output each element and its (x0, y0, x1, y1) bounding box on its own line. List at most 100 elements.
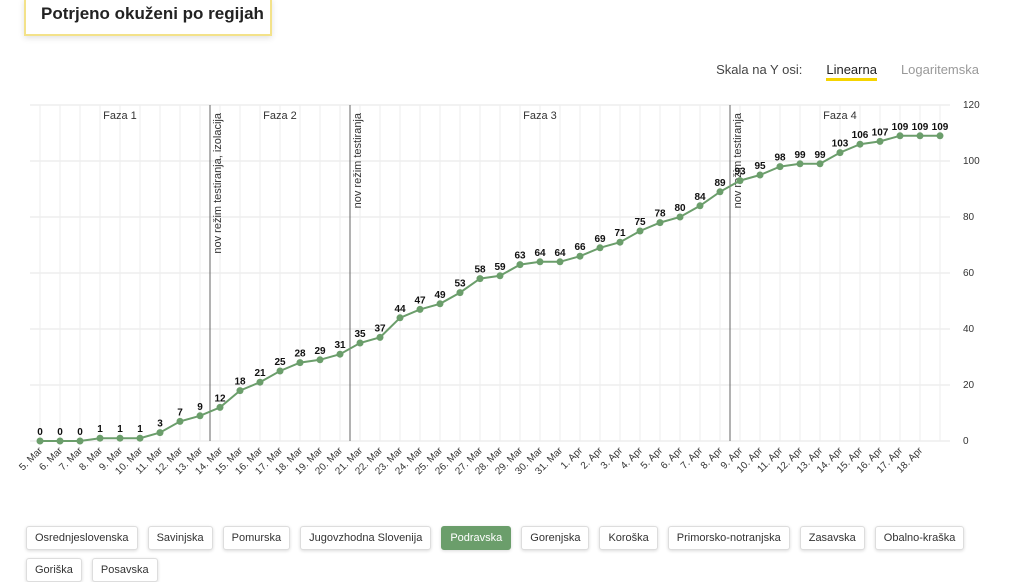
data-label: 28 (294, 349, 306, 360)
data-label: 0 (37, 427, 43, 438)
y-tick-label: 20 (963, 380, 975, 391)
data-label: 58 (474, 265, 486, 276)
line (40, 134, 940, 442)
phase-marker-label: nov režim testiranja (352, 112, 364, 208)
point (216, 403, 224, 411)
data-label: 69 (594, 234, 606, 245)
phase-marker-label: nov režim testiranja, izolacija (212, 112, 224, 253)
region-button[interactable]: Primorsko-notranjska (667, 526, 790, 550)
phase-label: Faza 2 (263, 110, 297, 122)
data-label: 95 (754, 161, 766, 172)
point (756, 171, 764, 179)
point (236, 387, 244, 395)
data-label: 93 (734, 167, 746, 178)
y-tick-label: 0 (963, 436, 969, 447)
point (776, 163, 784, 171)
data-label: 80 (674, 203, 686, 214)
data-label: 63 (514, 251, 526, 262)
data-label: 98 (774, 153, 786, 164)
scale-toggle: Skala na Y osi: Linearna Logaritemska (716, 62, 979, 81)
data-label: 0 (57, 427, 63, 438)
title: Potrjeno okuženi po regijah (41, 4, 264, 23)
phase-label: Faza 1 (103, 110, 137, 122)
point (656, 219, 664, 227)
point (836, 149, 844, 157)
y-tick-label: 120 (963, 100, 980, 111)
point (916, 132, 924, 140)
region-button[interactable]: Posavska (91, 558, 158, 582)
data-label: 31 (334, 340, 346, 351)
data-label: 1 (117, 424, 123, 435)
data-label: 64 (534, 248, 546, 259)
data-label: 106 (852, 130, 869, 141)
data-label: 1 (97, 424, 103, 435)
region-button[interactable]: Goriška (26, 558, 82, 582)
point (36, 437, 44, 445)
point (376, 333, 384, 341)
data-label: 49 (434, 290, 446, 301)
region-button[interactable]: Zasavska (799, 526, 865, 550)
data-label: 12 (214, 393, 226, 404)
scale-option[interactable]: Linearna (826, 62, 877, 81)
point (516, 261, 524, 269)
data-label: 109 (912, 122, 929, 133)
data-label: 109 (932, 122, 949, 133)
y-tick-label: 80 (963, 212, 975, 223)
region-button[interactable]: Pomurska (222, 526, 291, 550)
point (856, 140, 864, 148)
point (316, 356, 324, 364)
data-label: 44 (394, 304, 406, 315)
region-button[interactable]: Podravska (441, 526, 512, 550)
point (56, 437, 64, 445)
point (256, 378, 264, 386)
title-box: Potrjeno okuženi po regijah (24, 0, 272, 36)
data-label: 64 (554, 248, 566, 259)
point (196, 412, 204, 420)
region-buttons: Osrednjeslovenska Savinjska Pomurska Jugovz… (26, 526, 986, 582)
data-label: 0 (77, 427, 83, 438)
data-label: 53 (454, 279, 466, 290)
data-label: 37 (374, 323, 386, 334)
point (796, 160, 804, 168)
point (396, 314, 404, 322)
data-label: 89 (714, 178, 726, 189)
point (456, 289, 464, 297)
data-label: 25 (274, 357, 286, 368)
data-label: 18 (234, 377, 246, 388)
point (636, 227, 644, 235)
data-label: 107 (872, 127, 889, 138)
point (296, 359, 304, 367)
data-label: 3 (157, 419, 163, 430)
phase-label: Faza 4 (823, 110, 857, 122)
data-label: 9 (197, 402, 203, 413)
point (276, 367, 284, 375)
data-label: 103 (832, 139, 849, 150)
point (436, 300, 444, 308)
point (556, 258, 564, 266)
data-label: 109 (892, 122, 909, 133)
point (476, 275, 484, 283)
region-button[interactable]: Jugovzhodna Slovenija (300, 526, 432, 550)
point (96, 434, 104, 442)
data-label: 75 (634, 217, 646, 228)
scale-option[interactable]: Logaritemska (900, 62, 979, 77)
data-label: 1 (137, 424, 143, 435)
region-button[interactable]: Obalno-kraška (874, 526, 965, 550)
point (156, 429, 164, 437)
region-button[interactable]: Gorenjska (521, 526, 590, 550)
point (936, 132, 944, 140)
point (596, 244, 604, 252)
data-label: 71 (614, 228, 626, 239)
point (76, 437, 84, 445)
data-label: 66 (574, 242, 586, 253)
point (356, 339, 364, 347)
data-label: 7 (177, 407, 183, 418)
y-tick-label: 100 (963, 156, 980, 167)
region-button[interactable]: Osrednjeslovenska (26, 526, 138, 550)
region-button[interactable]: Koroška (599, 526, 658, 550)
point (176, 417, 184, 425)
phase-marker-label: nov režim testiranja (732, 112, 744, 208)
region-button[interactable]: Savinjska (147, 526, 213, 550)
data-label: 35 (354, 329, 366, 340)
